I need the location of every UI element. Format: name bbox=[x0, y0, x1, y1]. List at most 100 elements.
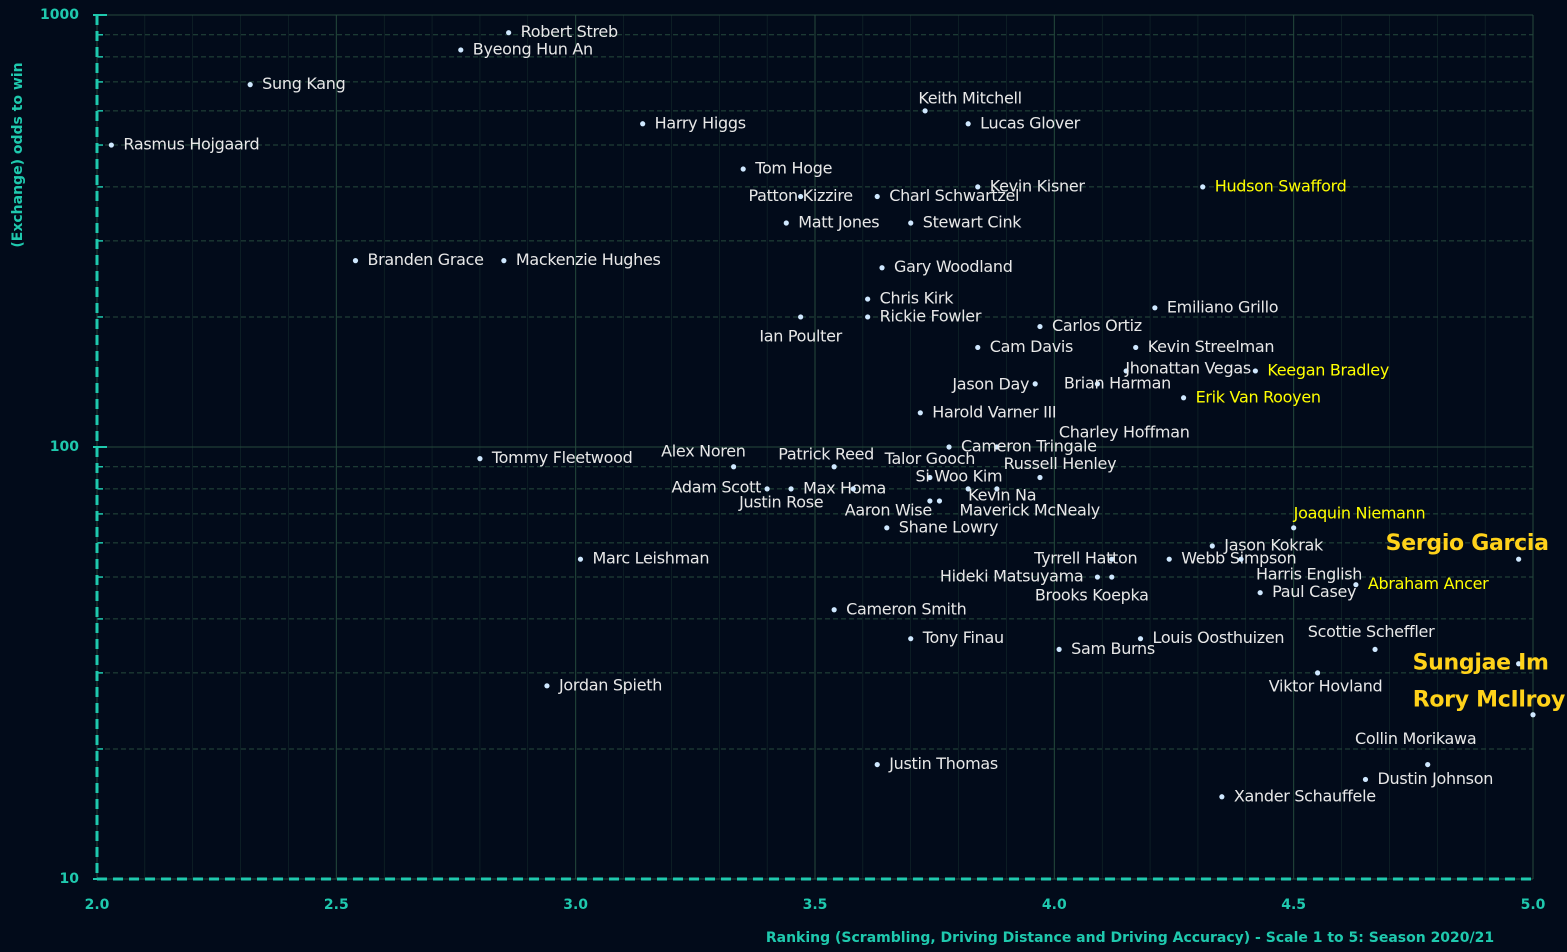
point bbox=[352, 258, 359, 264]
point-label: Rory McIlroy bbox=[1413, 688, 1565, 713]
point-label: Gary Woodland bbox=[894, 257, 1013, 276]
point bbox=[1530, 712, 1536, 718]
point-label: Tony Finau bbox=[922, 628, 1004, 647]
x-tick-label: 2.5 bbox=[324, 897, 349, 913]
point bbox=[501, 258, 507, 264]
point bbox=[1252, 368, 1258, 374]
point bbox=[1353, 582, 1359, 588]
point-label: Hudson Swafford bbox=[1215, 176, 1347, 195]
point-label: Hideki Matsuyama bbox=[940, 567, 1084, 586]
point bbox=[783, 220, 789, 226]
x-tick-label: 4.5 bbox=[1281, 897, 1306, 913]
point bbox=[798, 314, 804, 320]
point bbox=[477, 456, 483, 462]
point-label: Russell Henley bbox=[1004, 454, 1117, 473]
point bbox=[506, 30, 512, 36]
point-label: Sergio Garcia bbox=[1386, 531, 1549, 556]
point bbox=[764, 486, 770, 492]
point bbox=[1037, 474, 1043, 481]
point bbox=[1516, 556, 1522, 562]
point-label: Robert Streb bbox=[521, 22, 618, 41]
point bbox=[874, 193, 880, 200]
point-label: Tom Hoge bbox=[754, 159, 832, 178]
point bbox=[740, 166, 746, 172]
x-tick-label: 4.0 bbox=[1042, 897, 1067, 913]
point-label: Sam Burns bbox=[1071, 639, 1155, 658]
point bbox=[1315, 670, 1321, 676]
point bbox=[577, 556, 584, 562]
point-label: Xander Schauffele bbox=[1234, 786, 1376, 805]
point-label: Jhonattan Vegas bbox=[1124, 358, 1251, 377]
point bbox=[975, 184, 981, 190]
point-label: Si Woo Kim bbox=[916, 466, 1003, 485]
point bbox=[1372, 646, 1378, 653]
point bbox=[908, 636, 914, 642]
point bbox=[927, 474, 933, 481]
point-label: Joaquin Niemann bbox=[1293, 503, 1426, 522]
point bbox=[1291, 525, 1297, 531]
point-label: Mackenzie Hughes bbox=[516, 250, 661, 269]
point bbox=[922, 108, 928, 114]
point bbox=[1109, 556, 1115, 562]
point bbox=[1137, 636, 1144, 642]
point-label: Rasmus Hojgaard bbox=[123, 135, 259, 154]
point bbox=[1152, 305, 1158, 311]
point bbox=[965, 121, 971, 127]
point-label: Cameron Tringale bbox=[961, 437, 1097, 456]
point-label: Kevin Kisner bbox=[990, 176, 1086, 195]
point-label: Marc Leishman bbox=[592, 549, 709, 568]
point-label: Carlos Ortiz bbox=[1052, 316, 1142, 335]
point bbox=[1037, 323, 1043, 330]
point bbox=[965, 486, 971, 492]
point bbox=[1056, 646, 1062, 653]
point bbox=[1032, 381, 1038, 387]
y-axis-title: (Exchange) odds to win bbox=[10, 62, 26, 247]
point-label: Maverick McNealy bbox=[959, 500, 1099, 519]
point-label: Matt Jones bbox=[798, 213, 879, 232]
x-tick-label: 2.0 bbox=[85, 897, 110, 913]
y-tick-label: 10 bbox=[60, 871, 80, 887]
point bbox=[544, 683, 550, 689]
point-label: Tyrrell Hatton bbox=[1033, 549, 1137, 568]
y-tick-label: 1000 bbox=[40, 7, 79, 23]
point-label: Harry Higgs bbox=[655, 113, 746, 132]
point bbox=[1257, 590, 1263, 596]
point-label: Ian Poulter bbox=[759, 326, 842, 345]
x-tick-label: 5.0 bbox=[1521, 897, 1546, 913]
point-label: Paul Casey bbox=[1272, 582, 1356, 601]
point bbox=[994, 486, 1000, 492]
point bbox=[458, 47, 464, 53]
point bbox=[1362, 776, 1369, 783]
point-label: Harris English bbox=[1256, 565, 1362, 584]
point bbox=[247, 82, 253, 88]
point bbox=[1219, 794, 1225, 800]
point-label: Erik Van Rooyen bbox=[1196, 387, 1321, 406]
point-label: Max Homa bbox=[803, 478, 886, 497]
point-label: Shane Lowry bbox=[899, 517, 998, 536]
point bbox=[874, 761, 880, 768]
point-label: Patton Kizzire bbox=[748, 186, 852, 205]
point bbox=[917, 410, 923, 416]
point-label: Justin Rose bbox=[738, 492, 823, 511]
point bbox=[1094, 574, 1101, 580]
point bbox=[879, 265, 885, 271]
point-label: Jason Kokrak bbox=[1223, 535, 1324, 554]
point-label: Adam Scott bbox=[672, 477, 762, 496]
point-label: Aaron Wise bbox=[845, 500, 932, 519]
point-label: Justin Thomas bbox=[888, 754, 998, 773]
point bbox=[1200, 184, 1206, 190]
point-label: Rickie Fowler bbox=[880, 306, 982, 325]
point bbox=[865, 314, 871, 320]
point-label: Charley Hoffman bbox=[1059, 423, 1190, 442]
point bbox=[1516, 661, 1522, 667]
point bbox=[865, 296, 871, 302]
point-label: Stewart Cink bbox=[923, 213, 1023, 232]
point-label: Chris Kirk bbox=[880, 289, 955, 308]
point bbox=[1166, 556, 1172, 562]
point-label: Brian Harman bbox=[1064, 373, 1171, 392]
point-label: Patrick Reed bbox=[778, 444, 874, 463]
point bbox=[1123, 368, 1129, 374]
point-label: Keegan Bradley bbox=[1267, 360, 1389, 379]
point bbox=[975, 344, 981, 351]
point-label: Charl Schwartzel bbox=[889, 186, 1019, 205]
